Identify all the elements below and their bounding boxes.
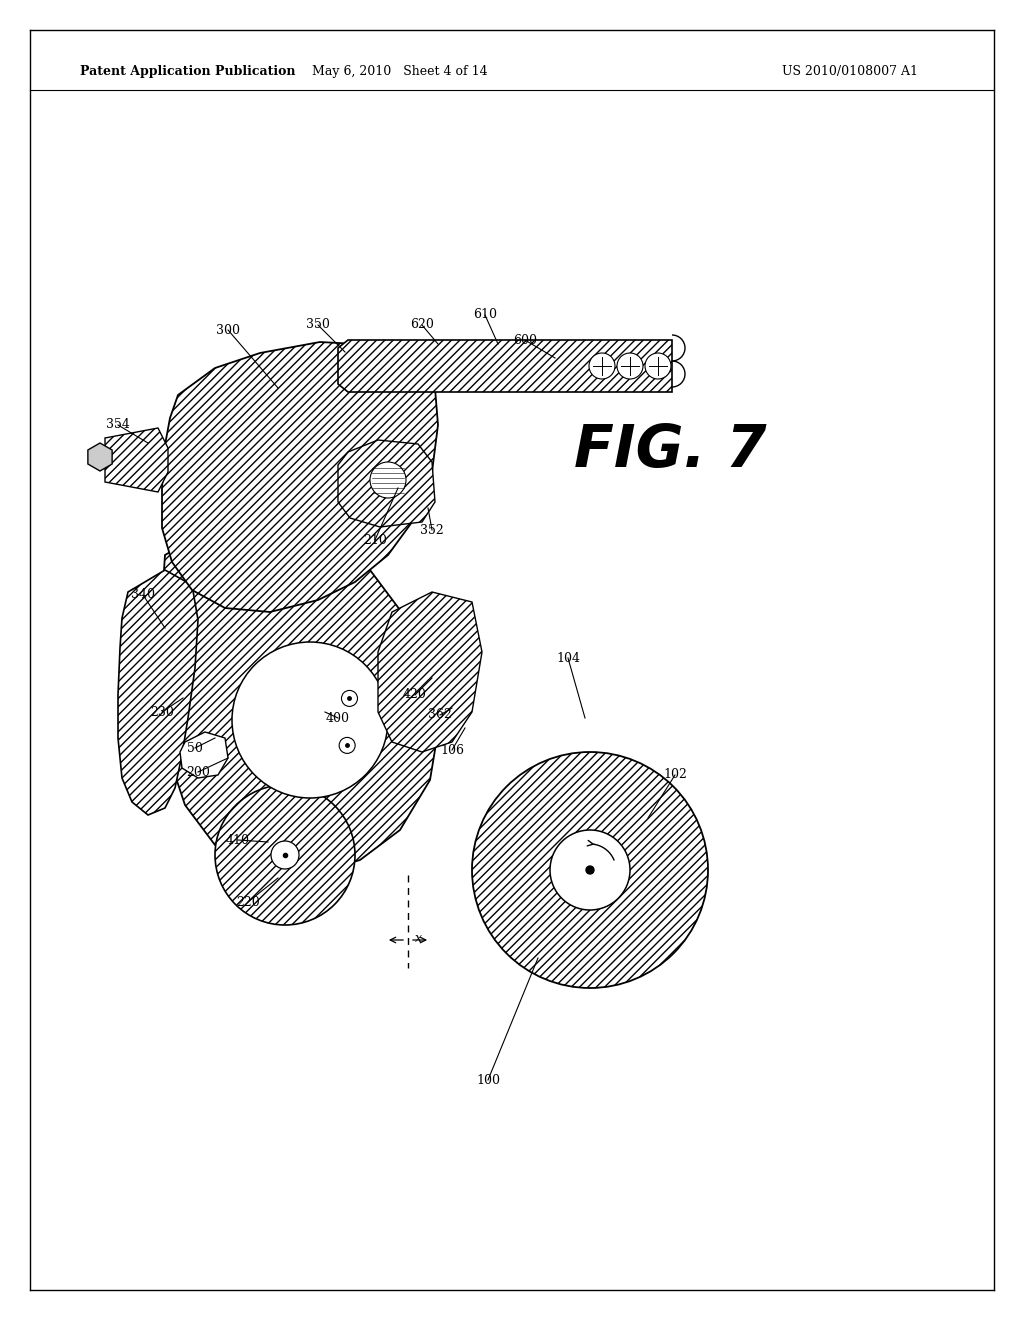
Text: 300: 300: [216, 323, 240, 337]
Text: 340: 340: [131, 589, 155, 602]
Polygon shape: [105, 428, 168, 492]
Text: 352: 352: [420, 524, 443, 536]
Text: 362: 362: [428, 709, 452, 722]
Polygon shape: [378, 591, 482, 752]
Text: 354: 354: [106, 418, 130, 432]
Text: US 2010/0108007 A1: US 2010/0108007 A1: [782, 66, 918, 78]
Polygon shape: [162, 531, 440, 875]
Text: 420: 420: [403, 689, 427, 701]
Polygon shape: [180, 733, 228, 777]
Circle shape: [589, 352, 615, 379]
Circle shape: [645, 352, 671, 379]
Circle shape: [472, 752, 708, 987]
Circle shape: [617, 352, 643, 379]
Text: 350: 350: [306, 318, 330, 331]
Text: 104: 104: [556, 652, 580, 664]
Text: 610: 610: [473, 309, 497, 322]
Text: 102: 102: [664, 768, 687, 781]
Text: 620: 620: [410, 318, 434, 331]
Circle shape: [550, 830, 630, 909]
Polygon shape: [162, 342, 438, 612]
Text: Patent Application Publication: Patent Application Publication: [80, 66, 296, 78]
Circle shape: [370, 462, 406, 498]
Circle shape: [339, 738, 355, 754]
Circle shape: [215, 785, 355, 925]
Text: 106: 106: [440, 743, 464, 756]
Text: May 6, 2010   Sheet 4 of 14: May 6, 2010 Sheet 4 of 14: [312, 66, 487, 78]
Text: 220: 220: [237, 895, 260, 908]
Polygon shape: [338, 440, 435, 527]
Text: 410: 410: [226, 833, 250, 846]
Text: 100: 100: [476, 1073, 500, 1086]
Polygon shape: [338, 341, 672, 392]
Text: 50: 50: [187, 742, 203, 755]
Polygon shape: [88, 444, 112, 471]
Text: 600: 600: [513, 334, 537, 346]
Circle shape: [586, 866, 594, 874]
Circle shape: [232, 642, 388, 799]
Text: 400: 400: [326, 711, 350, 725]
Text: 230: 230: [151, 705, 174, 718]
Text: 210: 210: [364, 533, 387, 546]
Circle shape: [271, 841, 299, 869]
Text: FIG. 7: FIG. 7: [573, 421, 766, 479]
Circle shape: [341, 690, 357, 706]
Text: x: x: [415, 932, 422, 945]
Polygon shape: [118, 570, 198, 814]
Text: 200: 200: [186, 766, 210, 779]
